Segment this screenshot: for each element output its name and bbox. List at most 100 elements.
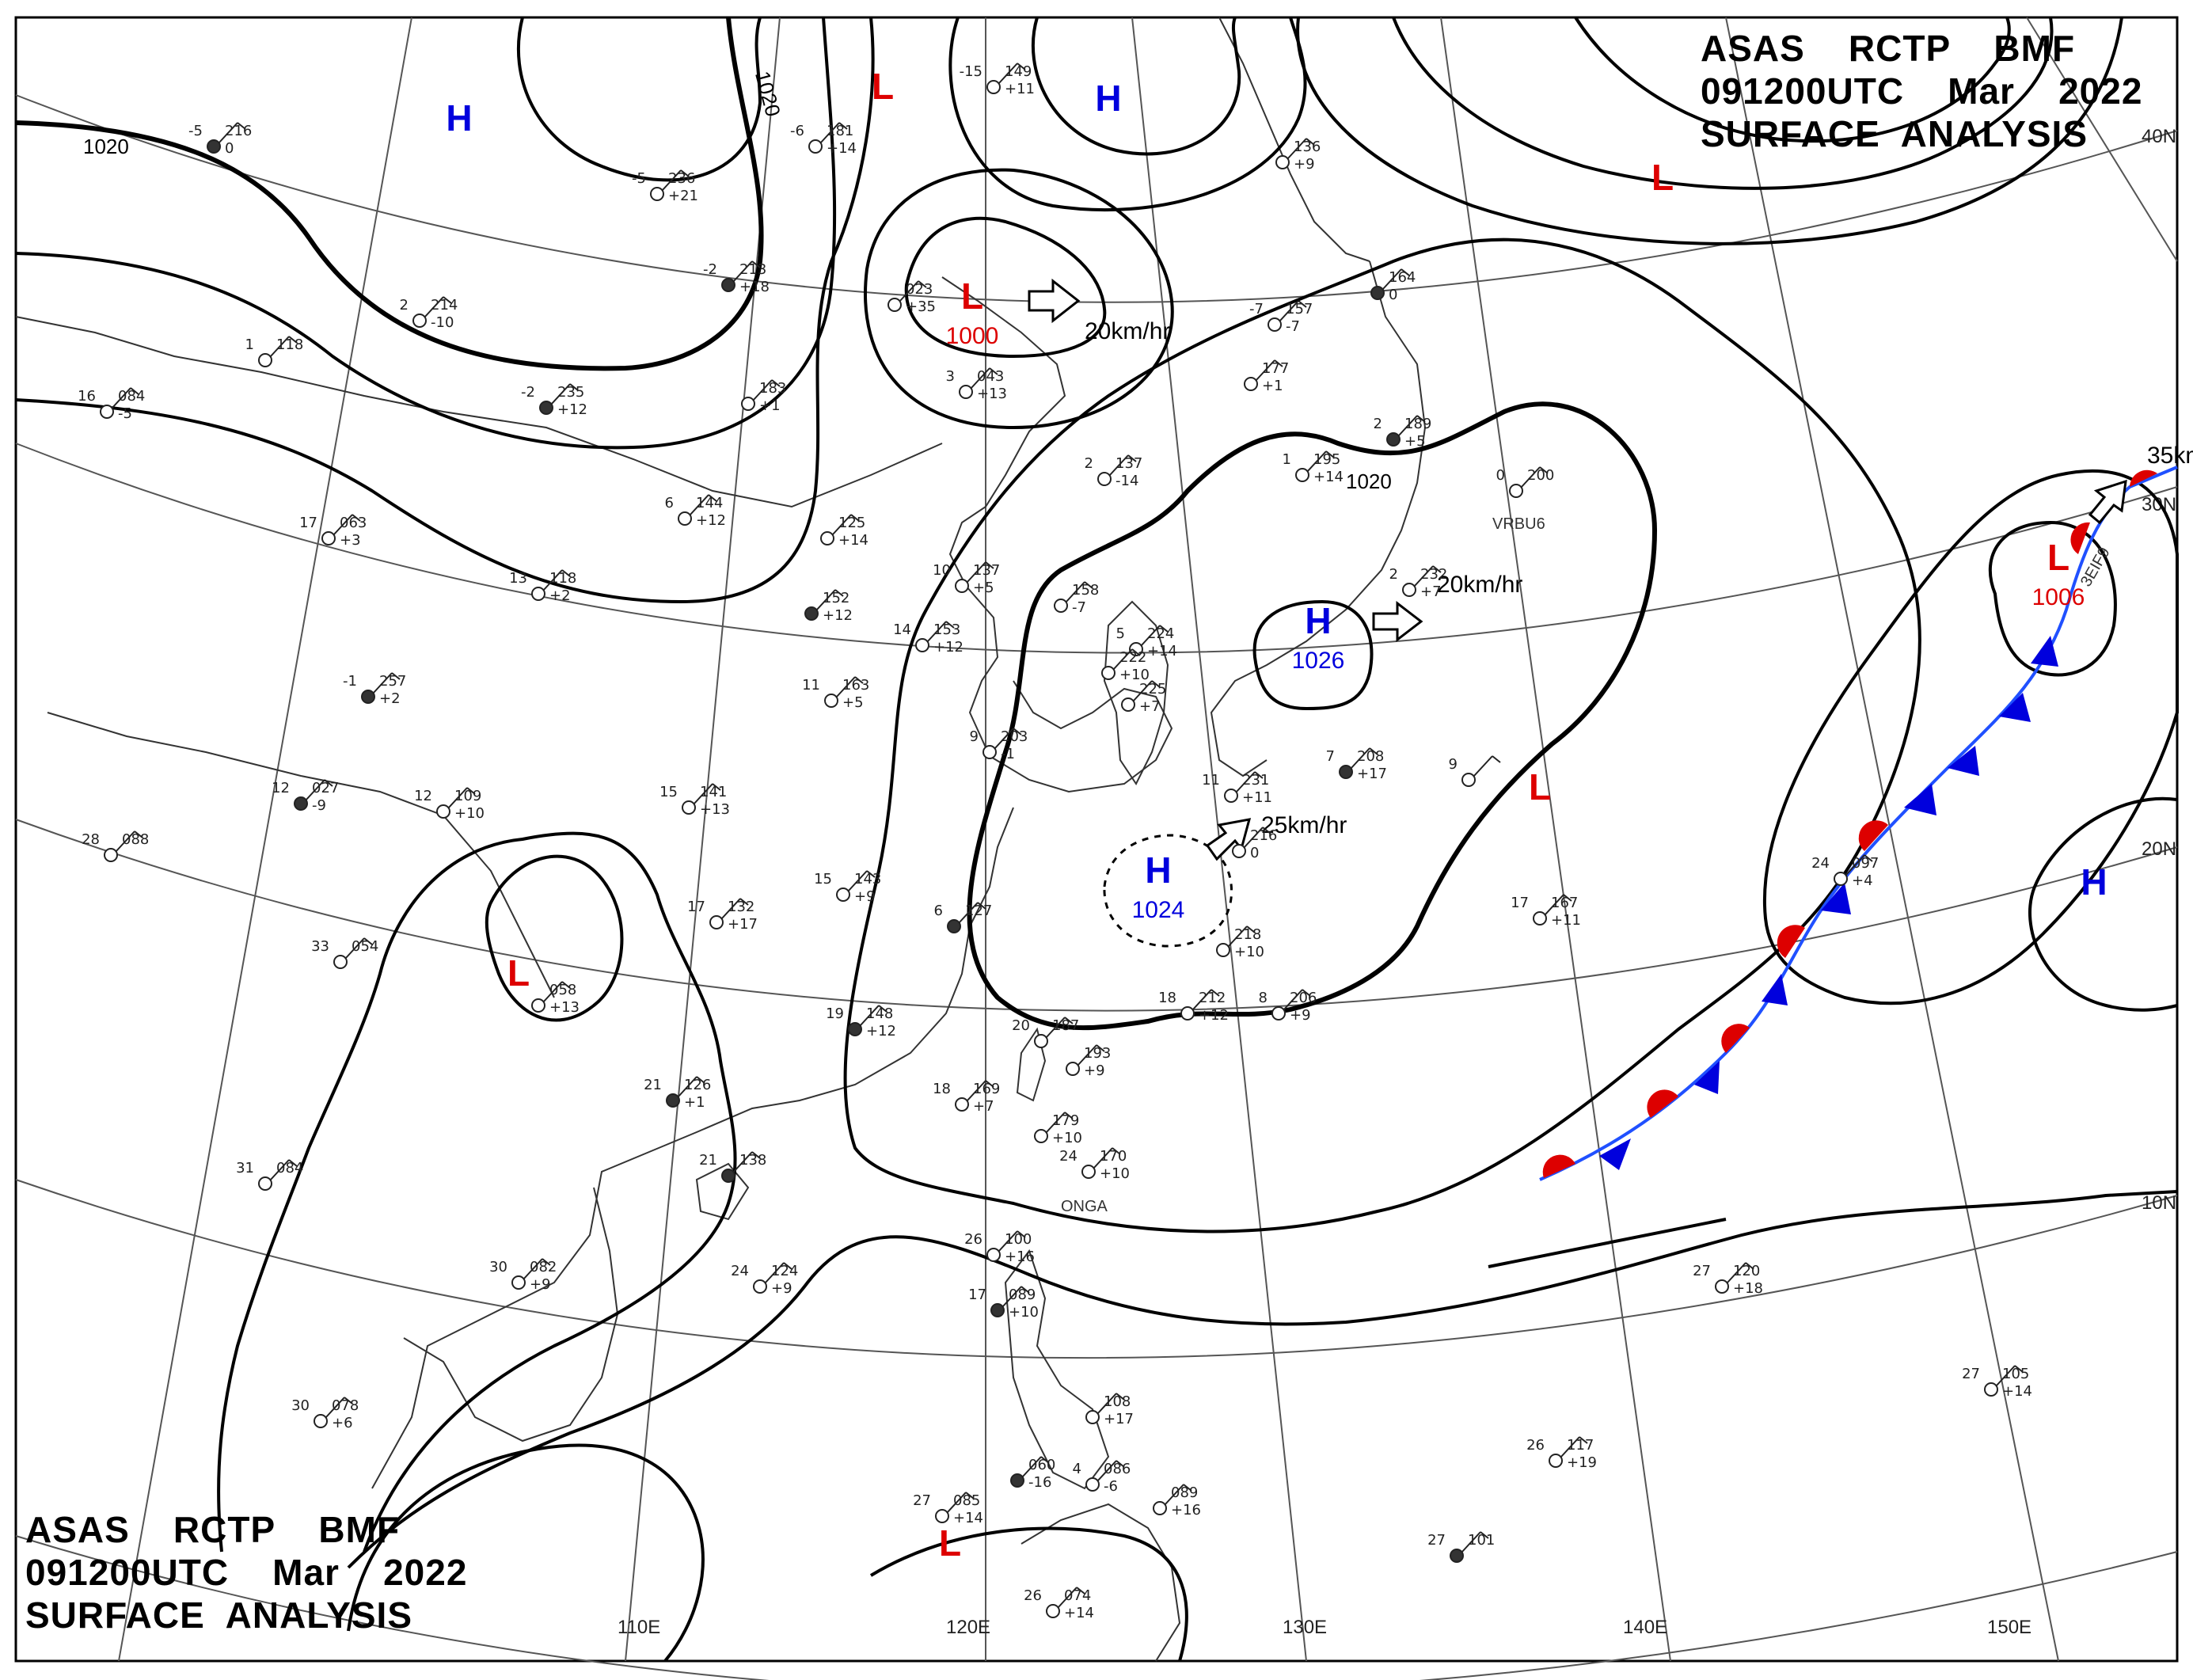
lat-label-10n: 10N [2142,1192,2176,1214]
movement-speed-label: 20km/hr [1437,572,1522,598]
wind-barb-icon [752,379,773,401]
weather-station: 222+10 [1101,648,1150,683]
weather-station: 11 163+5 [802,676,869,711]
lon-label-110e: 110E [618,1617,660,1638]
wind-barb-icon [1077,1044,1097,1066]
station-circle-icon [1085,1410,1100,1424]
station-pressure: 232 [1420,566,1447,583]
station-pressure: 101 [1468,1532,1495,1549]
station-pressure: 058 [549,982,576,998]
weather-station: 108+17 [1085,1393,1134,1427]
station-pressure-tendency: +14 [1147,643,1177,659]
wind-barb-icon [1021,1456,1042,1478]
station-pressure-tendency: +10 [1119,667,1150,683]
wind-barb-flag-icon [1096,1044,1105,1052]
station-pressure: 132 [728,899,754,915]
station-temperature: 27 [913,1492,931,1509]
wind-barb-icon [269,336,290,358]
station-circle-icon [709,915,724,929]
station-circle-icon [294,796,308,811]
wind-barb-flag-icon [363,937,373,945]
station-temperature: 7 [1326,748,1335,765]
weather-station: 1 195+14 [1283,450,1344,485]
station-pressure-tendency: +14 [827,140,857,157]
station-temperature: 11 [802,677,820,694]
map-border [14,16,2179,1663]
wind-barb-flag-icon [1274,359,1283,367]
wind-barb-flag-icon [1064,1017,1074,1024]
station-temperature: 11 [1202,772,1220,789]
station-circle-icon [753,1279,767,1294]
station-circle-icon [1549,1454,1563,1468]
coastline-korea-peninsula [1103,600,1169,785]
weather-station: 089+16 [1153,1484,1201,1518]
pressure-center: L [939,1522,961,1564]
station-circle-icon [1180,1006,1195,1021]
wind-barb-icon [859,1005,880,1027]
wind-barb-icon [847,870,868,892]
station-temperature: 5 [1116,625,1125,642]
station-pressure-tendency: +18 [739,279,770,295]
station-pressure-tendency: +12 [1199,1007,1229,1024]
weather-station: 12 109+10 [414,787,485,822]
station-circle-icon [436,804,450,819]
wind-barb-flag-icon [1151,680,1161,688]
weather-station: -7 157-7 [1249,300,1313,335]
weather-station: 17 167+11 [1511,894,1581,929]
weather-station: 26 117+19 [1526,1436,1597,1471]
station-pressure-tendency: +12 [557,401,587,418]
weather-station: 26 074+14 [1024,1587,1094,1621]
chart-title-top: ASAS RCTP BMF 091200UTC Mar 2022 SURFACE… [1701,27,2142,155]
station-circle-icon [666,1093,680,1108]
weather-station: 136+9 [1275,138,1321,173]
weather-station: 3 043+13 [946,367,1007,402]
wind-barb-icon [269,1159,290,1181]
wind-barb-icon [1140,625,1161,647]
wind-barb-icon [424,296,444,318]
station-temperature: -5 [188,123,203,139]
pressure-center: L 1006 [2032,537,2085,610]
lat-label-40n: 40N [2142,126,2176,147]
isobar-label-1020-west: 1020 [83,135,129,158]
wind-barb-icon [1045,1112,1066,1134]
station-pressure: 216 [1250,827,1277,844]
weather-station: 5 224+14 [1116,625,1177,659]
station-pressure: 208 [1357,748,1384,765]
station-temperature: 24 [1811,855,1830,872]
weather-station: 16 084-5 [78,387,145,422]
latitude-line-20n [15,819,2178,1012]
station-circle-icon [1715,1279,1729,1294]
wind-barb-flag-icon [1076,1587,1085,1594]
isobar-value-labels: 1020 1020 1020 [83,69,1392,493]
latitude-line-0 [15,1535,2178,1680]
wind-barb-icon [542,981,563,1003]
station-circle-icon [1066,1062,1080,1076]
wind-barb-flag-icon [352,514,361,522]
station-temperature: 27 [1427,1532,1446,1549]
station-pressure-tendency: -6 [1104,1478,1118,1495]
weather-station: 31 084 [236,1159,303,1191]
wind-barb-flag-icon [1131,648,1141,656]
station-temperature: 9 [1449,756,1458,773]
station-circle-icon [1339,765,1353,779]
isobar-right-north-1 [1296,17,2123,245]
wind-barb-icon [831,514,852,536]
movement-speed-label: 20km/hr [1085,318,1170,344]
wind-barb-icon [1560,1436,1580,1458]
station-temperature: 9 [970,728,979,745]
wind-barb-icon [1045,1017,1066,1039]
station-circle-icon [1224,789,1238,803]
station-pressure: 143 [854,871,881,888]
station-temperature: 24 [1059,1148,1077,1165]
station-temperature: 12 [414,788,432,804]
station-pressure-tendency: +1 [759,397,781,414]
lon-label-140e: 140E [1623,1617,1667,1638]
wind-barb-flag-icon [1211,989,1220,997]
wind-barb-flag-icon [1159,625,1169,633]
high-pressure-label: H [1095,78,1121,119]
wind-barb-flag-icon [1864,854,1873,862]
wind-barb-icon [1382,268,1402,291]
wind-barb-flag-icon [1116,1460,1125,1468]
station-pressure: 109 [454,788,481,804]
